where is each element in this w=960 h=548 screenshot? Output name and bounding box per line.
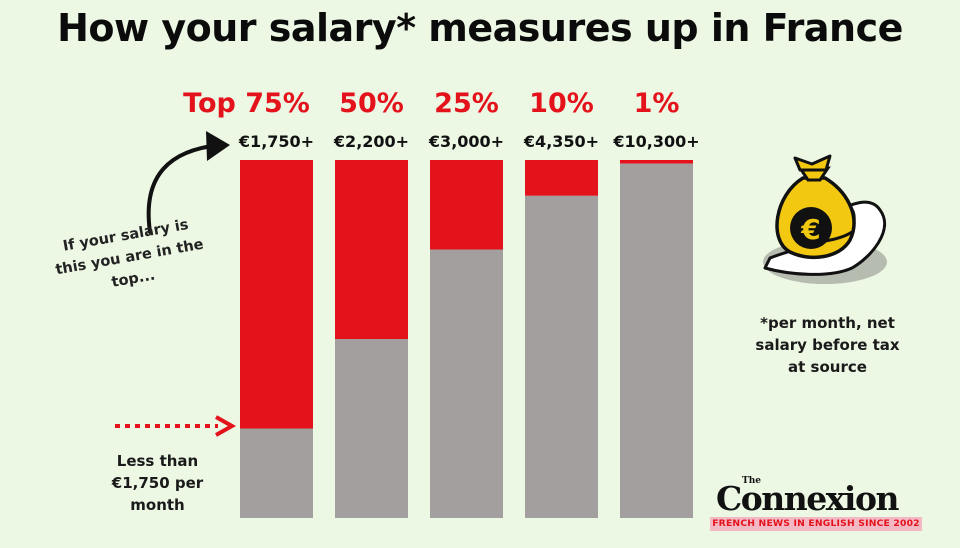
bar-top-4	[620, 160, 693, 164]
bar-rest-4	[620, 163, 693, 518]
logo-the: The	[742, 476, 761, 486]
bar-rest-0	[240, 428, 313, 518]
money-bag-in-hand-icon: €	[763, 154, 887, 284]
percentile-label-4: 1%	[634, 88, 680, 119]
percentile-label-0: Top 75%	[183, 88, 310, 119]
curved-arrow	[146, 131, 230, 234]
threshold-label-3: €4,350+	[523, 132, 599, 151]
bar-rest-2	[430, 249, 503, 518]
bars-group	[240, 160, 693, 519]
threshold-label-0: €1,750+	[238, 132, 314, 151]
threshold-label-2: €3,000+	[428, 132, 504, 151]
bar-top-3	[525, 160, 598, 196]
less-note: Less than €1,750 per month	[111, 452, 204, 514]
bar-top-1	[335, 160, 408, 339]
bar-rest-3	[525, 195, 598, 519]
percentile-label-1: 50%	[339, 88, 404, 119]
labels-group: Top 75% €1,750+ 50% €2,200+ 25% €3,000+ 10% €4,…	[183, 88, 700, 151]
logo-tagline: FRENCH NEWS IN ENGLISH SINCE 2002	[710, 517, 922, 531]
threshold-label-4: €10,300+	[612, 132, 699, 151]
percentile-label-3: 10%	[529, 88, 594, 119]
footnote: *per month, net salary before tax at sou…	[755, 314, 900, 376]
bar-top-2	[430, 160, 503, 250]
logo-name: Connexion	[716, 479, 899, 518]
percentile-label-2: 25%	[434, 88, 499, 119]
threshold-label-1: €2,200+	[333, 132, 409, 151]
bar-top-0	[240, 160, 313, 429]
bar-rest-1	[335, 339, 408, 518]
svg-text:€: €	[800, 213, 820, 246]
page-title: How your salary* measures up in France	[57, 6, 903, 50]
dotted-arrow	[115, 415, 237, 437]
